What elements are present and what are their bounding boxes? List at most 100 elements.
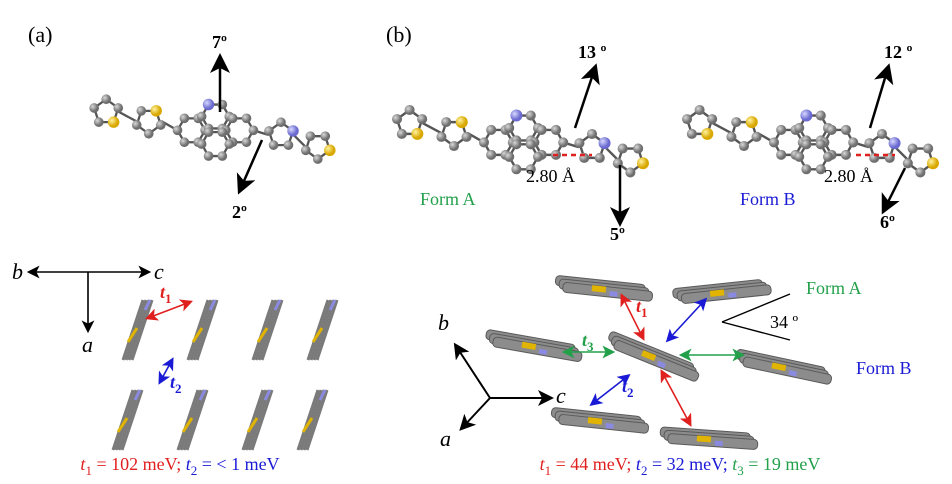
stack <box>188 300 217 360</box>
subscript: 3 <box>587 339 594 354</box>
arrow <box>240 140 262 190</box>
arrow <box>870 68 888 128</box>
atom <box>411 128 423 140</box>
caption: t1 = 44 meV; t2 = 32 meV; t3 = 19 meV <box>540 454 821 478</box>
atom <box>150 105 162 117</box>
atom <box>284 140 294 150</box>
atom <box>558 137 568 147</box>
arrow <box>662 372 690 424</box>
transfer-label: t3 <box>582 330 594 354</box>
subscript: 1 <box>165 291 172 306</box>
stack <box>113 390 142 450</box>
subscript: 2 <box>627 385 634 400</box>
angle-label: 2º <box>232 202 247 222</box>
axis-label: b <box>438 310 449 335</box>
atom <box>242 137 252 147</box>
angle-label: 13 º <box>578 42 607 62</box>
stack <box>308 300 337 360</box>
atom <box>511 139 521 149</box>
stack <box>605 331 702 383</box>
atom <box>526 139 536 149</box>
stack-nitrogen <box>714 441 722 447</box>
atom <box>94 117 104 127</box>
atom <box>449 141 459 151</box>
atom <box>173 125 183 135</box>
arrow <box>884 168 905 210</box>
atom <box>908 143 918 153</box>
atom <box>695 105 705 115</box>
atom <box>276 117 286 127</box>
arrow <box>462 398 490 428</box>
bond <box>895 147 907 159</box>
atom <box>108 116 120 128</box>
atom <box>242 114 252 124</box>
atom <box>486 125 496 135</box>
atom <box>794 152 804 162</box>
axis-label: c <box>556 383 566 408</box>
legend-label: Form B <box>856 358 912 378</box>
atom <box>726 132 736 142</box>
atom <box>841 150 851 160</box>
atom <box>224 139 234 149</box>
atom <box>417 114 427 124</box>
atom <box>180 114 190 124</box>
atom <box>136 106 146 116</box>
bond <box>423 123 441 133</box>
atom <box>551 125 561 135</box>
distance-label: 2.80 Å <box>824 166 873 186</box>
atom <box>462 132 472 142</box>
atom <box>915 167 925 177</box>
form-label: Form A <box>420 189 476 209</box>
atom <box>504 152 514 162</box>
atom <box>752 132 762 142</box>
axis-label: a <box>440 426 451 451</box>
atom <box>816 110 826 120</box>
distance-label: 2.80 Å <box>526 166 575 186</box>
atom <box>923 143 933 153</box>
atom <box>486 150 496 160</box>
atom <box>633 143 643 153</box>
atom <box>264 126 274 136</box>
atom <box>625 167 635 177</box>
atom <box>769 137 779 147</box>
stack <box>484 329 583 362</box>
atom <box>218 127 228 137</box>
atom <box>776 125 786 135</box>
caption-text: = 19 meV <box>744 454 821 474</box>
angle-label: 6º <box>880 212 895 232</box>
atom <box>249 125 259 135</box>
atom <box>156 120 166 130</box>
atom <box>301 145 311 155</box>
caption-text: = 32 meV; <box>647 454 732 474</box>
atom <box>801 139 811 149</box>
stack <box>298 390 327 450</box>
atom <box>89 103 99 113</box>
stack-nitrogen <box>605 423 613 429</box>
atom <box>397 129 407 139</box>
atom <box>927 157 939 169</box>
atom <box>204 151 214 161</box>
atom <box>320 131 330 141</box>
atom <box>682 114 692 124</box>
stack <box>550 407 649 433</box>
stack <box>253 300 282 360</box>
atom <box>776 150 786 160</box>
atom <box>203 99 215 111</box>
atom <box>441 117 451 127</box>
caption-text: = < 1 meV <box>197 454 279 474</box>
atom <box>801 164 811 174</box>
atom <box>827 125 837 135</box>
atom <box>479 137 489 147</box>
atom <box>903 158 913 168</box>
form-label: Form B <box>740 189 796 209</box>
atom <box>218 151 228 161</box>
stack <box>734 349 833 385</box>
bond <box>713 123 731 133</box>
atom <box>848 137 858 147</box>
bond <box>119 112 136 121</box>
caption-text: = 44 meV; <box>551 454 636 474</box>
atom <box>595 153 605 163</box>
stack <box>672 279 771 305</box>
atom <box>746 116 758 128</box>
stack <box>660 427 759 450</box>
